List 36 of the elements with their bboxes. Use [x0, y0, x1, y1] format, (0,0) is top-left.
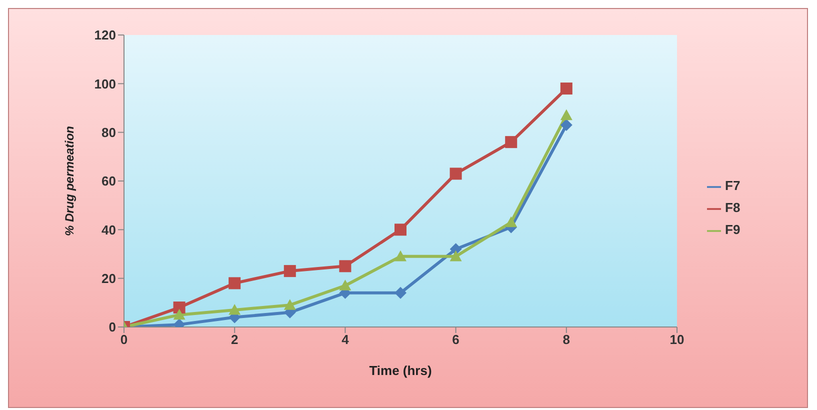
- y-tick-label: 60: [102, 174, 116, 189]
- point: [228, 277, 241, 290]
- point: [228, 304, 241, 315]
- x-tick-label: 6: [452, 332, 460, 348]
- x-tick-label: 10: [670, 332, 684, 348]
- point: [505, 216, 518, 228]
- x-tick-label: 0: [120, 332, 128, 348]
- point: [450, 250, 462, 262]
- x-tick-label: 4: [342, 332, 350, 348]
- point: [560, 109, 572, 120]
- y-tick-label: 80: [102, 124, 116, 140]
- y-tick-label: 20: [102, 270, 116, 286]
- x-tick-label: 2: [230, 332, 238, 348]
- point: [394, 250, 406, 262]
- point: [394, 286, 406, 299]
- point: [173, 302, 186, 314]
- x-tick-label: 8: [562, 332, 570, 348]
- point: [450, 168, 462, 180]
- point: [560, 119, 572, 132]
- y-tick-label: 120: [94, 28, 116, 43]
- legend-label: F9: [725, 222, 740, 237]
- point: [394, 224, 406, 236]
- point: [339, 260, 352, 272]
- y-axis-title: % Drug permeation: [62, 126, 76, 236]
- legend-label: F7: [725, 178, 740, 193]
- y-tick-label: 0: [108, 320, 116, 335]
- point: [284, 299, 296, 310]
- point: [173, 308, 186, 320]
- legend-label: F8: [725, 200, 740, 215]
- y-tick-label: 100: [94, 76, 116, 92]
- y-tick-label: 40: [102, 222, 116, 238]
- point: [339, 280, 352, 290]
- point: [505, 136, 518, 148]
- point: [284, 265, 296, 278]
- x-axis-title: Time (hrs): [369, 363, 432, 378]
- point: [560, 82, 572, 95]
